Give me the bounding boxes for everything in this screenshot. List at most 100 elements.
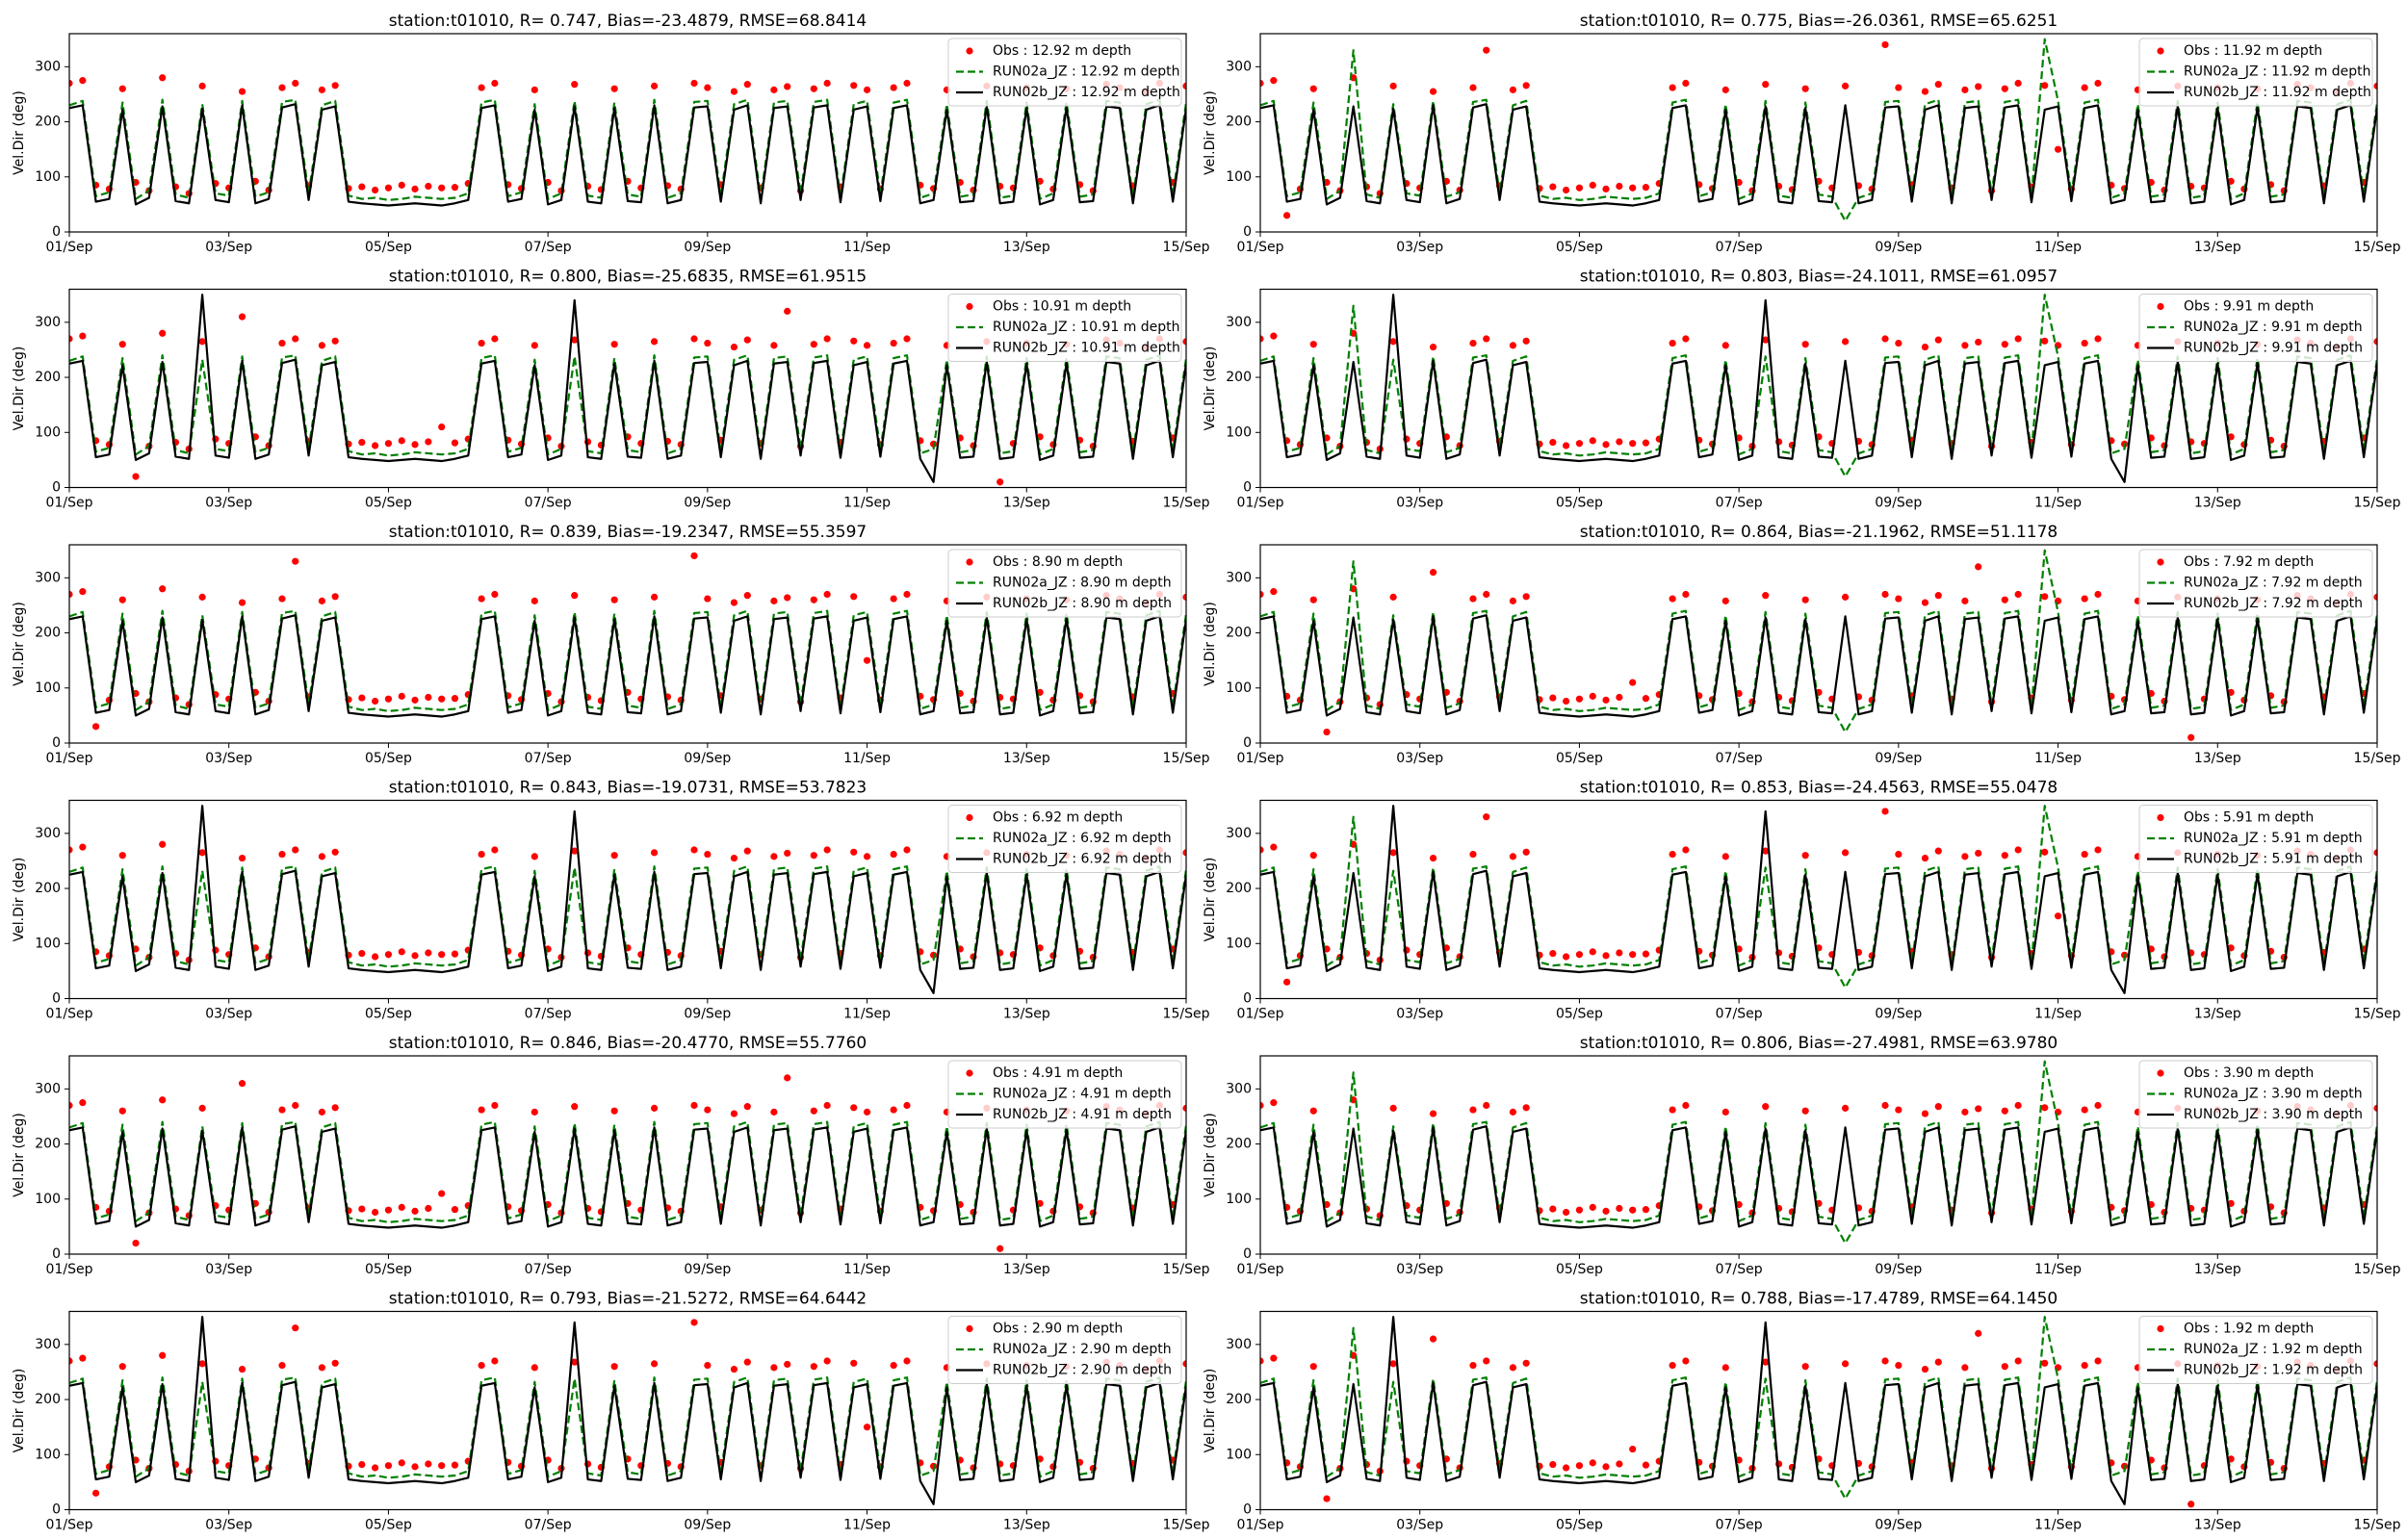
obs-point xyxy=(1522,593,1530,601)
obs-point xyxy=(1260,590,1264,599)
model-line xyxy=(69,103,1186,207)
x-tick-label: 13/Sep xyxy=(1003,496,1050,511)
obs-point xyxy=(823,79,831,88)
obs-point xyxy=(1483,1357,1490,1365)
obs-point xyxy=(238,599,246,606)
legend-label: RUN02b_JZ : 11.92 m depth xyxy=(2184,85,2371,100)
x-tick-label: 03/Sep xyxy=(1396,751,1443,766)
obs-point xyxy=(1389,849,1397,857)
legend-box xyxy=(947,805,1182,873)
legend-box xyxy=(2138,38,2373,107)
x-tick-label: 05/Sep xyxy=(1556,1007,1603,1022)
legend: Obs : 4.91 m depth RUN02a_JZ : 4.91 m dep… xyxy=(947,1060,1182,1129)
obs-point xyxy=(132,473,140,480)
obs-point xyxy=(1602,441,1610,449)
obs-point xyxy=(491,590,499,599)
panel: station:t01010, R= 0.843, Bias=-19.0731,… xyxy=(12,779,1210,1022)
legend-label: RUN02b_JZ : 4.91 m depth xyxy=(993,1107,1172,1122)
legend-marker xyxy=(966,813,973,822)
legend-box xyxy=(947,1316,1182,1384)
legend-label: RUN02a_JZ : 1.92 m depth xyxy=(2184,1342,2363,1357)
obs-point xyxy=(1389,338,1397,346)
obs-point xyxy=(1429,569,1437,577)
obs-point xyxy=(1589,1459,1596,1467)
panel-title: station:t01010, R= 0.853, Bias=-24.4563,… xyxy=(1580,779,2058,798)
y-tick-label: 300 xyxy=(1226,59,1252,74)
obs-point xyxy=(1762,1358,1770,1366)
obs-point xyxy=(1522,82,1530,90)
legend-box xyxy=(2138,1060,2373,1129)
obs-point xyxy=(1961,1108,1969,1116)
obs-point xyxy=(2081,595,2088,603)
y-axis-label: Vel.Dir (deg) xyxy=(1203,90,1218,175)
obs-point xyxy=(730,88,738,95)
obs-point xyxy=(823,1101,831,1110)
obs-point xyxy=(1616,438,1623,446)
obs-point xyxy=(1483,813,1490,821)
obs-point xyxy=(1562,442,1570,449)
obs-point xyxy=(1921,599,1929,606)
obs-point xyxy=(2041,848,2049,856)
obs-point xyxy=(2094,1101,2102,1110)
panel-title: station:t01010, R= 0.775, Bias=-26.0361,… xyxy=(1580,12,2058,31)
obs-point xyxy=(1522,848,1530,856)
x-tick-label: 13/Sep xyxy=(1003,240,1050,255)
obs-point xyxy=(863,656,871,664)
obs-point xyxy=(118,1107,126,1115)
x-tick-label: 05/Sep xyxy=(1556,751,1603,766)
obs-point xyxy=(451,695,459,703)
obs-point xyxy=(491,1101,499,1110)
obs-point xyxy=(890,1106,897,1114)
panel: station:t01010, R= 0.846, Bias=-20.4770,… xyxy=(12,1034,1210,1277)
obs-point xyxy=(531,342,538,349)
obs-point xyxy=(743,592,751,600)
legend: Obs : 8.90 m depth RUN02a_JZ : 8.90 m dep… xyxy=(947,549,1182,618)
obs-point xyxy=(1260,1101,1264,1110)
y-tick-label: 0 xyxy=(52,735,61,751)
obs-point xyxy=(1309,1363,1317,1371)
x-tick-label: 07/Sep xyxy=(1716,751,1763,766)
obs-point xyxy=(730,599,738,606)
panel: station:t01010, R= 0.788, Bias=-17.4789,… xyxy=(1203,1290,2401,1533)
obs-point xyxy=(118,341,126,348)
panel: station:t01010, R= 0.793, Bias=-21.5272,… xyxy=(12,1290,1210,1533)
panel-title: station:t01010, R= 0.864, Bias=-21.1962,… xyxy=(1580,523,2058,542)
obs-point xyxy=(1921,343,1929,351)
obs-point xyxy=(278,339,286,347)
legend-label: RUN02a_JZ : 5.91 m depth xyxy=(2184,831,2363,846)
obs-point xyxy=(1975,1329,1982,1337)
obs-point xyxy=(890,595,897,603)
obs-point xyxy=(371,1208,379,1217)
obs-point xyxy=(863,853,871,860)
obs-point xyxy=(1721,597,1729,604)
obs-point xyxy=(1921,88,1929,95)
obs-point xyxy=(2094,846,2102,854)
legend-label: RUN02b_JZ : 1.92 m depth xyxy=(2184,1363,2363,1378)
obs-point xyxy=(1881,590,1889,599)
obs-point xyxy=(411,952,419,960)
obs-point xyxy=(1616,1204,1623,1213)
obs-point xyxy=(371,1464,379,1472)
obs-point xyxy=(79,1354,87,1362)
y-tick-label: 100 xyxy=(1226,936,1252,951)
legend: Obs : 5.91 m depth RUN02a_JZ : 5.91 m dep… xyxy=(2138,805,2373,873)
y-axis-label: Vel.Dir (deg) xyxy=(1203,346,1218,431)
x-tick-label: 11/Sep xyxy=(843,1262,891,1277)
obs-point xyxy=(1469,1361,1477,1370)
obs-point xyxy=(1562,953,1570,961)
legend-label: Obs : 2.90 m depth xyxy=(993,1322,1123,1337)
legend-marker xyxy=(966,47,973,55)
obs-point xyxy=(650,82,659,90)
legend-label: RUN02b_JZ : 12.92 m depth xyxy=(993,85,1180,100)
obs-point xyxy=(1629,1445,1637,1453)
obs-point xyxy=(1182,338,1186,346)
obs-point xyxy=(238,1365,246,1373)
obs-point xyxy=(79,843,87,851)
x-tick-label: 13/Sep xyxy=(2194,751,2241,766)
legend-label: Obs : 9.91 m depth xyxy=(2184,299,2314,315)
obs-point xyxy=(571,847,579,855)
y-tick-label: 300 xyxy=(35,315,61,330)
obs-point xyxy=(610,852,618,860)
obs-point xyxy=(1881,40,1889,49)
obs-point xyxy=(743,847,751,855)
